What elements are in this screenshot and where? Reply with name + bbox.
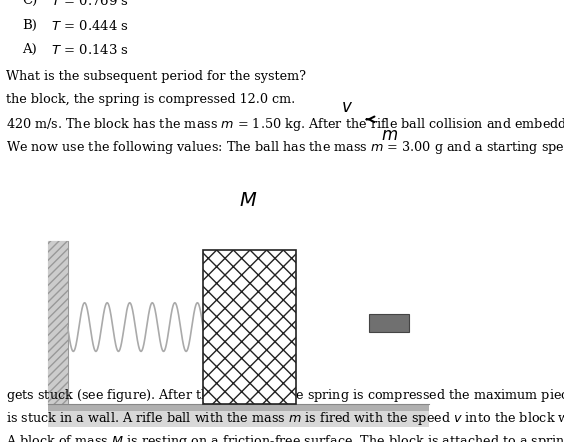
Bar	[48, 404, 429, 411]
Text: B): B)	[23, 19, 37, 31]
Text: $M$: $M$	[239, 192, 257, 210]
Text: What is the subsequent period for the system?: What is the subsequent period for the sy…	[6, 70, 306, 83]
Bar	[48, 411, 429, 427]
Bar	[48, 241, 68, 404]
Text: gets stuck (see figure). After the collision, the spring is compressed the maxim: gets stuck (see figure). After the colli…	[6, 387, 564, 404]
Bar	[48, 241, 68, 404]
Text: C): C)	[23, 0, 38, 7]
Text: $T$ = 0.143 s: $T$ = 0.143 s	[51, 43, 129, 57]
Text: $T$ = 0.444 s: $T$ = 0.444 s	[51, 19, 129, 33]
Text: 420 m/s. The block has the mass $m$ = 1.50 kg. After the rifle ball collision an: 420 m/s. The block has the mass $m$ = 1.…	[6, 116, 564, 133]
Text: the block, the spring is compressed 12.0 cm.: the block, the spring is compressed 12.0…	[6, 93, 295, 106]
Text: A block of mass $M$ is resting on a friction-free surface. The block is attached: A block of mass $M$ is resting on a fric…	[6, 433, 564, 442]
Text: $v$: $v$	[341, 99, 353, 116]
Text: A): A)	[23, 43, 37, 56]
Text: is stuck in a wall. A rifle ball with the mass $m$ is fired with the speed $v$ i: is stuck in a wall. A rifle ball with th…	[6, 410, 564, 427]
Bar	[369, 314, 409, 332]
Text: We now use the following values: The ball has the mass $m$ = 3.00 g and a starti: We now use the following values: The bal…	[6, 139, 564, 156]
Bar	[203, 250, 296, 404]
Text: $T$ = 0.769 s: $T$ = 0.769 s	[51, 0, 129, 8]
Text: $m$: $m$	[381, 127, 398, 144]
